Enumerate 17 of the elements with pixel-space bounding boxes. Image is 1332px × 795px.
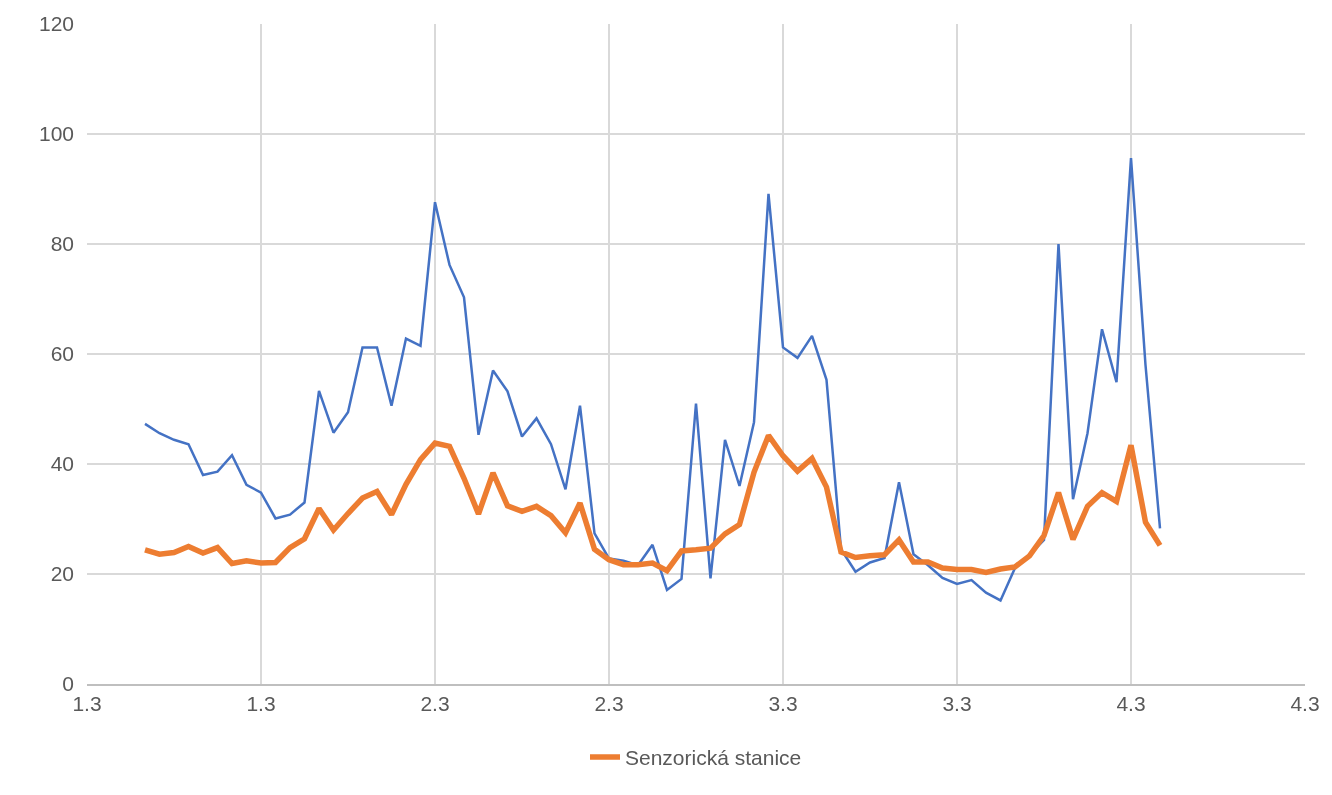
x-tick-label: 2.3 bbox=[594, 691, 624, 715]
y-tick-label: 0 bbox=[62, 672, 74, 696]
y-tick-label: 60 bbox=[50, 342, 74, 366]
y-tick-label: 120 bbox=[38, 12, 74, 36]
x-tick-label: 4.3 bbox=[1116, 691, 1146, 715]
y-tick-label: 20 bbox=[50, 562, 74, 586]
y-tick-label: 40 bbox=[50, 452, 74, 476]
legend-label: Senzorická stanice bbox=[625, 746, 802, 770]
x-tick-label: 3.3 bbox=[768, 691, 798, 715]
x-tick-label: 1.3 bbox=[246, 691, 276, 715]
x-tick-label: 3.3 bbox=[942, 691, 972, 715]
x-tick-label: 2.3 bbox=[420, 691, 450, 715]
x-tick-label: 1.3 bbox=[72, 691, 102, 715]
x-tick-label: 4.3 bbox=[1290, 691, 1320, 715]
y-tick-label: 100 bbox=[38, 122, 74, 146]
y-tick-label: 80 bbox=[50, 232, 74, 256]
line-series bbox=[143, 156, 1162, 602]
